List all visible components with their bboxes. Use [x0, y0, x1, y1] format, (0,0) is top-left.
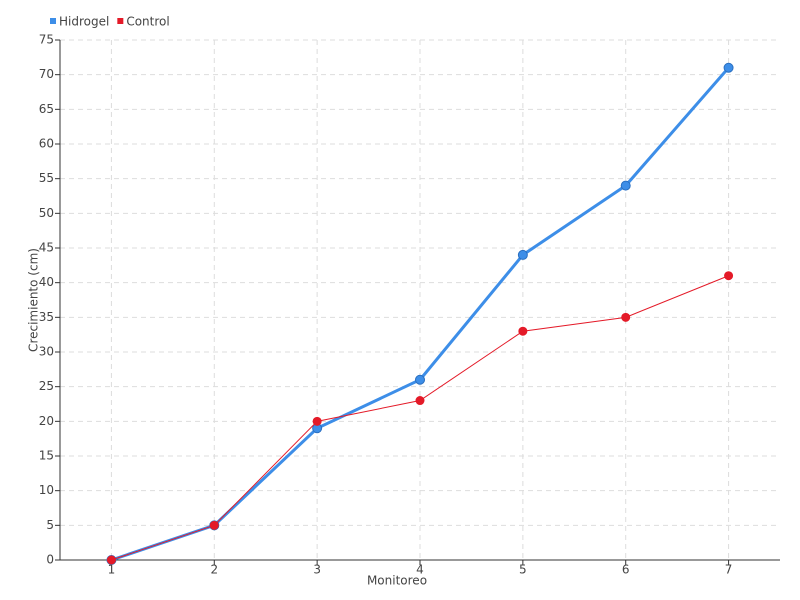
x-tick-label: 1 [108, 563, 116, 577]
y-tick-label: 70 [39, 67, 54, 81]
point [723, 62, 734, 73]
point [517, 249, 528, 260]
x-tick-label: 5 [519, 563, 527, 577]
point [209, 520, 219, 530]
point [312, 416, 322, 426]
y-tick-label: 5 [46, 518, 54, 532]
y-tick-label: 30 [39, 345, 54, 359]
y-tick-label: 60 [39, 137, 54, 151]
point [724, 271, 734, 281]
y-tick-label: 65 [39, 102, 54, 116]
x-tick-label: 6 [622, 563, 630, 577]
x-tick-label: 3 [313, 563, 321, 577]
point [620, 180, 631, 191]
x-tick-label: 7 [725, 563, 733, 577]
x-tick-label: 4 [416, 563, 424, 577]
y-tick-label: 50 [39, 206, 54, 220]
y-tick-label: 55 [39, 171, 54, 185]
point [415, 396, 425, 406]
x-axis-label: Monitoreo [367, 574, 427, 588]
y-tick-label: 35 [39, 310, 54, 324]
legend-label: Control [126, 15, 169, 29]
y-tick-label: 0 [46, 553, 54, 567]
legend-swatch [50, 18, 56, 24]
point [518, 326, 528, 336]
point [621, 312, 631, 322]
y-tick-label: 75 [39, 33, 54, 47]
y-axis-label: Crecimiento (cm) [27, 248, 41, 352]
legend-label: Hidrogel [59, 15, 109, 29]
y-tick-label: 40 [39, 275, 54, 289]
point [106, 555, 116, 565]
y-tick-label: 20 [39, 414, 54, 428]
legend-swatch [117, 18, 124, 24]
y-tick-label: 25 [39, 379, 54, 393]
x-tick-label: 2 [210, 563, 218, 577]
y-tick-label: 45 [39, 241, 54, 255]
y-tick-label: 15 [39, 449, 54, 463]
point [415, 374, 425, 385]
y-tick-label: 10 [39, 483, 54, 497]
